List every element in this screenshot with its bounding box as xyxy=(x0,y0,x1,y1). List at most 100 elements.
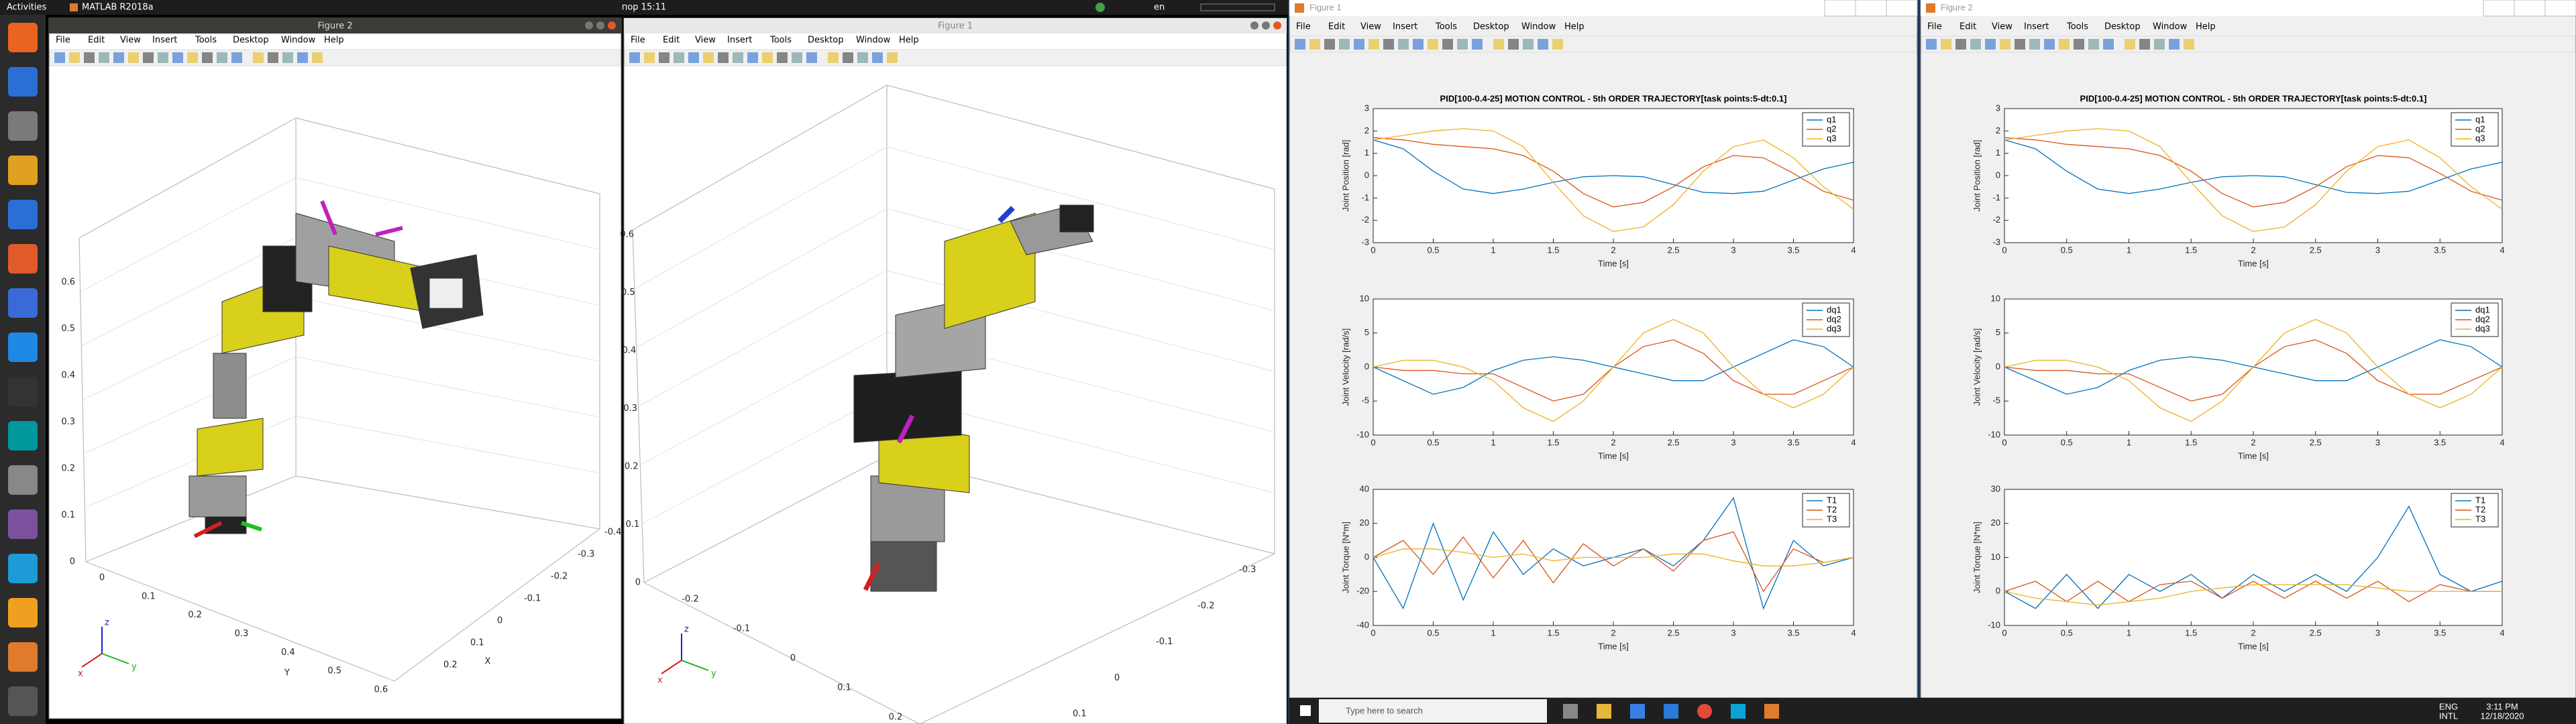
toolbar-button[interactable] xyxy=(2074,39,2084,50)
toolbar-button[interactable] xyxy=(2125,39,2135,50)
toolbar-button[interactable] xyxy=(1955,39,1966,50)
activities[interactable]: Activities xyxy=(7,3,47,13)
menu-item[interactable]: Window xyxy=(1521,22,1556,32)
dock-icon[interactable] xyxy=(8,598,38,627)
toolbar-button[interactable] xyxy=(872,52,883,63)
menu-item[interactable]: File xyxy=(1927,22,1942,32)
menu-item[interactable]: Help xyxy=(1564,22,1585,32)
search-placeholder[interactable]: Type here to search xyxy=(1346,705,1423,715)
menu-item[interactable]: Desktop xyxy=(1473,22,1509,32)
menu-item[interactable]: Desktop xyxy=(808,36,844,46)
dock-icon[interactable] xyxy=(8,111,38,141)
toolbar-button[interactable] xyxy=(2029,39,2040,50)
menu-item[interactable]: Help xyxy=(324,36,344,46)
store[interactable] xyxy=(1630,704,1645,719)
clock[interactable]: пор 15:11 xyxy=(622,3,666,13)
toolbar-button[interactable] xyxy=(1457,39,1468,50)
toolbar-button[interactable] xyxy=(1970,39,1981,50)
menu-item[interactable]: Insert xyxy=(727,36,752,46)
toolbar-button[interactable] xyxy=(2000,39,2010,50)
toolbar-button[interactable] xyxy=(172,52,183,63)
toolbar-button[interactable] xyxy=(747,52,758,63)
dock-icon[interactable] xyxy=(8,509,38,539)
toolbar-button[interactable] xyxy=(128,52,139,63)
toolbar-button[interactable] xyxy=(99,52,109,63)
search-box[interactable] xyxy=(1319,699,1547,723)
task-time[interactable]: 3:11 PM xyxy=(2486,701,2518,711)
toolbar-button[interactable] xyxy=(54,52,65,63)
menu-item[interactable]: Desktop xyxy=(2104,22,2141,32)
toolbar-button[interactable] xyxy=(857,52,868,63)
maximize-button[interactable] xyxy=(1855,0,1887,17)
toolbar-button[interactable] xyxy=(718,52,729,63)
toolbar-button[interactable] xyxy=(1926,39,1937,50)
dock-icon[interactable] xyxy=(8,554,38,583)
toolbar-button[interactable] xyxy=(69,52,80,63)
menu-item[interactable]: Window xyxy=(281,36,316,46)
toolbar-button[interactable] xyxy=(202,52,213,63)
menu-item[interactable]: Desktop xyxy=(233,36,269,46)
update-icon[interactable] xyxy=(1095,3,1105,12)
toolbar-button[interactable] xyxy=(1309,39,1320,50)
toolbar-button[interactable] xyxy=(2088,39,2099,50)
toolbar-button[interactable] xyxy=(733,52,743,63)
toolbar-button[interactable] xyxy=(253,52,264,63)
toolbar-button[interactable] xyxy=(217,52,227,63)
input-lang[interactable]: ENG xyxy=(2439,701,2458,711)
toolbar-button[interactable] xyxy=(1523,39,1534,50)
toolbar-button[interactable] xyxy=(2015,39,2025,50)
toolbar-button[interactable] xyxy=(2169,39,2180,50)
close-button[interactable] xyxy=(2544,0,2576,17)
close-button[interactable] xyxy=(608,21,616,29)
menu-item[interactable]: Insert xyxy=(1393,22,1417,32)
menu-item[interactable]: Edit xyxy=(663,36,680,46)
toolbar-button[interactable] xyxy=(1442,39,1453,50)
menu-item[interactable]: Tools xyxy=(2066,22,2088,32)
dock-icon[interactable] xyxy=(8,23,38,52)
toolbar-button[interactable] xyxy=(231,52,242,63)
toolbar-button[interactable] xyxy=(2059,39,2070,50)
chrome[interactable] xyxy=(1697,704,1712,719)
menu-item[interactable]: View xyxy=(1992,22,2012,32)
toolbar-button[interactable] xyxy=(1324,39,1335,50)
toolbar-button[interactable] xyxy=(297,52,308,63)
toolbar-button[interactable] xyxy=(806,52,817,63)
start-button[interactable] xyxy=(1300,705,1311,716)
toolbar-button[interactable] xyxy=(887,52,898,63)
toolbar-button[interactable] xyxy=(282,52,293,63)
toolbar-button[interactable] xyxy=(828,52,839,63)
toolbar-button[interactable] xyxy=(113,52,124,63)
menu-item[interactable]: Tools xyxy=(769,36,792,46)
toolbar-button[interactable] xyxy=(1398,39,1409,50)
toolbar-button[interactable] xyxy=(312,52,323,63)
dock-icon[interactable] xyxy=(8,156,38,185)
toolbar-button[interactable] xyxy=(1383,39,1394,50)
toolbar-button[interactable] xyxy=(187,52,198,63)
tray-icons[interactable] xyxy=(1200,3,1275,11)
menu-item[interactable]: File xyxy=(631,36,645,46)
dock-icon[interactable] xyxy=(8,244,38,274)
menu-item[interactable]: Edit xyxy=(1328,22,1345,32)
toolbar-button[interactable] xyxy=(1508,39,1519,50)
toolbar-button[interactable] xyxy=(1428,39,1438,50)
toolbar-button[interactable] xyxy=(2184,39,2194,50)
menu-item[interactable]: Window xyxy=(856,36,891,46)
toolbar-button[interactable] xyxy=(843,52,853,63)
dock-icon[interactable] xyxy=(8,421,38,450)
menu-item[interactable]: Insert xyxy=(152,36,177,46)
toolbar-button[interactable] xyxy=(659,52,669,63)
explorer[interactable] xyxy=(1597,704,1611,719)
toolbar-button[interactable] xyxy=(1493,39,1504,50)
toolbar-button[interactable] xyxy=(1368,39,1379,50)
task-date[interactable]: 12/18/2020 xyxy=(2480,711,2524,721)
dock-icon[interactable] xyxy=(8,67,38,97)
dock-icon[interactable] xyxy=(8,288,38,318)
app[interactable] xyxy=(1731,704,1746,719)
menu-item[interactable]: Insert xyxy=(2024,22,2049,32)
dock-icon[interactable] xyxy=(8,333,38,362)
maximize-button[interactable] xyxy=(1262,21,1270,29)
menu-item[interactable]: File xyxy=(56,36,70,46)
toolbar-button[interactable] xyxy=(1552,39,1563,50)
dock-icon[interactable] xyxy=(8,686,38,716)
menu-item[interactable]: Tools xyxy=(195,36,217,46)
